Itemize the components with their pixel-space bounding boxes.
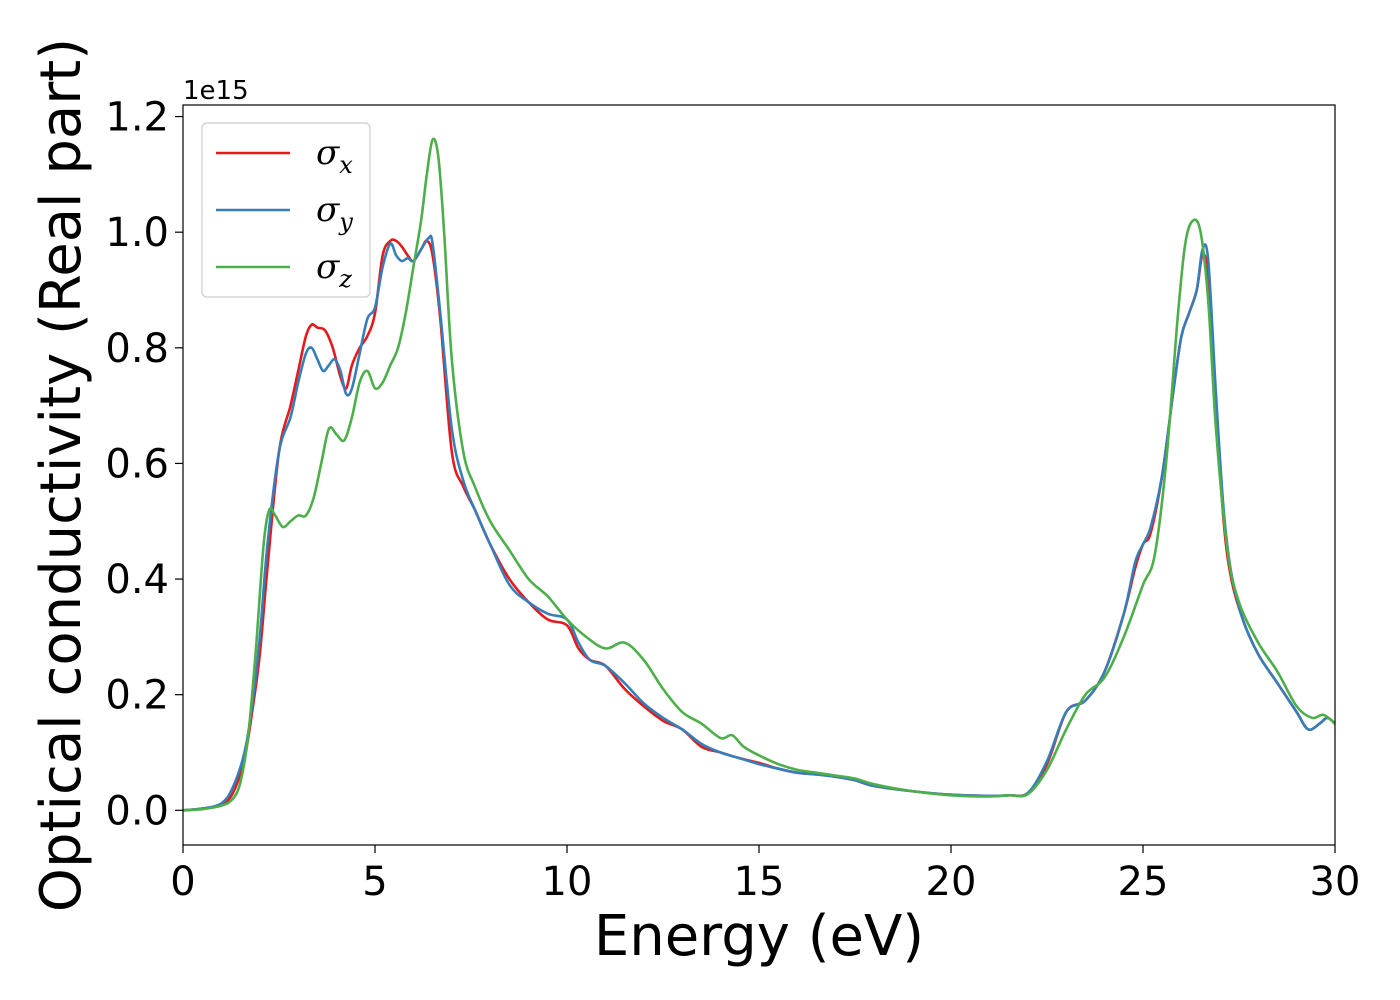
x-tick-label: 10 [542,859,593,905]
y-axis-label: Optical conductivity (Real part) [29,38,94,912]
x-tick-label: 20 [926,859,977,905]
x-tick-label: 30 [1310,859,1361,905]
y-tick-label: 0.6 [105,441,169,487]
y-tick-label: 1.0 [105,210,169,256]
y-axis-offset-label: 1e15 [183,76,249,106]
series-line-z [183,137,1335,812]
y-tick-label: 0.2 [105,673,169,719]
y-axis: 0.0 0.2 0.4 0.6 0.8 1.0 1.2 [105,95,183,834]
x-tick-label: 15 [734,859,785,905]
y-tick-label: 0.0 [105,788,169,834]
series-layer [183,137,1335,812]
series-line-y [183,234,1335,812]
y-tick-label: 0.4 [105,557,169,603]
x-axis: 0 5 10 15 20 25 30 [170,845,1360,905]
y-tick-label: 0.8 [105,326,169,372]
x-tick-label: 0 [170,859,195,905]
x-tick-label: 5 [362,859,387,905]
x-axis-label: Energy (eV) [594,904,924,969]
x-tick-label: 25 [1118,859,1169,905]
y-tick-label: 1.2 [105,95,169,141]
